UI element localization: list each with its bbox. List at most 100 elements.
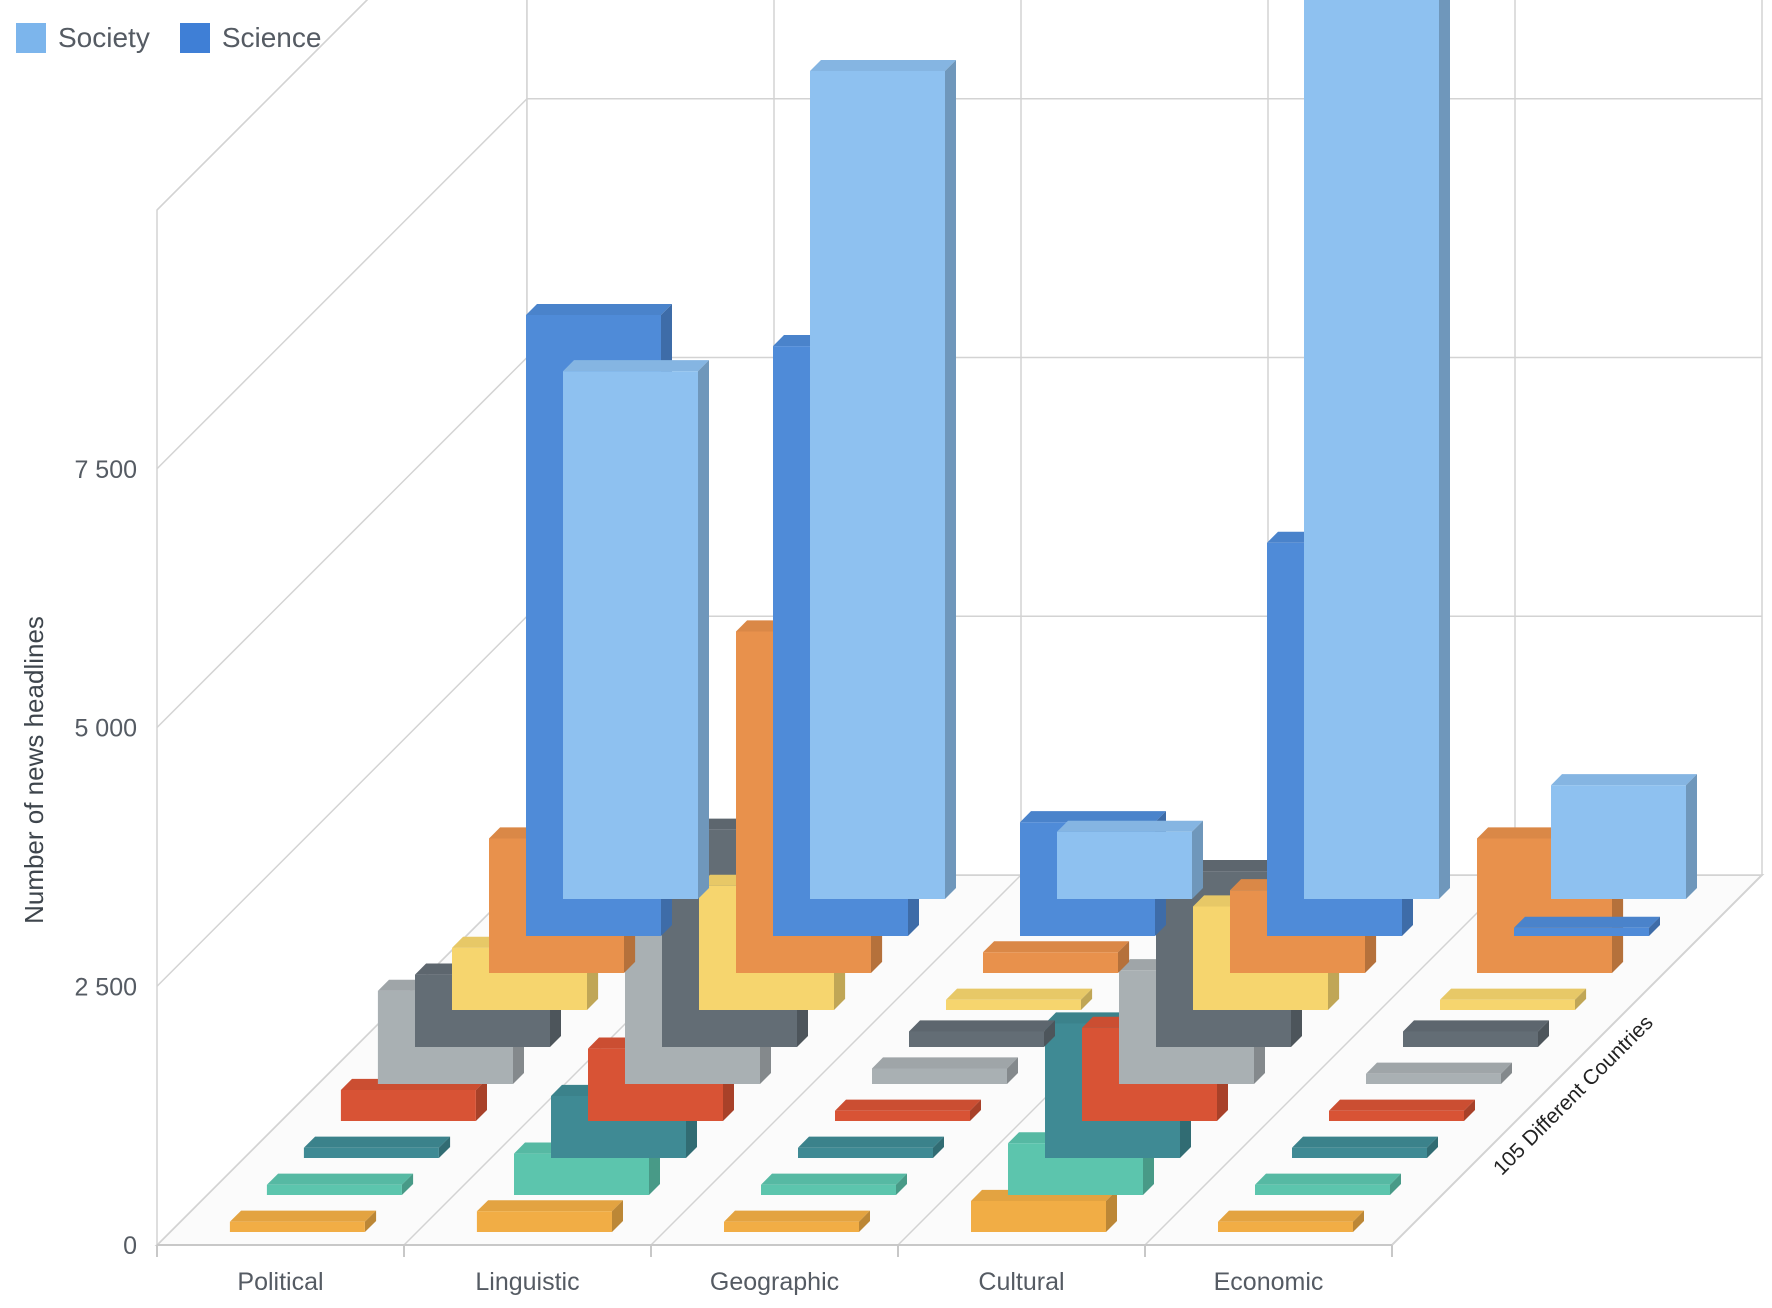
bar-society-cultural xyxy=(1304,0,1450,899)
bar-side xyxy=(945,60,956,899)
bar-front xyxy=(835,1110,970,1121)
bar-top xyxy=(563,360,709,372)
bar-computers-geographic xyxy=(835,1099,981,1121)
bar-top xyxy=(303,1136,451,1148)
bar-side xyxy=(1007,1057,1018,1084)
bar-front xyxy=(1403,1031,1538,1047)
bar-top xyxy=(1020,811,1166,823)
bar-side xyxy=(1353,1210,1364,1232)
bar-front xyxy=(983,952,1118,973)
bar-front xyxy=(1218,1221,1353,1232)
y-tick-label: 2 500 xyxy=(74,973,137,1001)
bar-side xyxy=(970,1099,981,1121)
bar-recreation-geographic xyxy=(909,1020,1055,1047)
bar-front xyxy=(1514,927,1649,936)
bar-front xyxy=(1329,1110,1464,1121)
legend-swatch xyxy=(16,23,46,53)
bar-top xyxy=(476,1200,623,1212)
bar-health-economic xyxy=(1366,1062,1512,1084)
bar-computers-political xyxy=(340,1078,487,1121)
bar-business-geographic xyxy=(983,941,1130,973)
bar-front xyxy=(229,1221,365,1232)
back-wall xyxy=(526,0,1763,876)
bar-top xyxy=(1403,1020,1549,1032)
bar-front xyxy=(909,1031,1044,1047)
gridline xyxy=(156,356,528,729)
bar-side xyxy=(698,360,709,900)
bar-front xyxy=(724,1221,859,1232)
bar-front xyxy=(1304,0,1439,899)
floor-gridline xyxy=(1144,874,1516,1246)
bar-top xyxy=(1218,1210,1364,1222)
bar-top xyxy=(1292,1136,1438,1148)
bar-top xyxy=(810,60,956,71)
bar-side xyxy=(364,1210,377,1232)
bar-side xyxy=(933,1136,944,1158)
y-tick-label: 5 000 xyxy=(74,715,137,743)
x-category-label: Political xyxy=(237,1268,323,1296)
bar-side xyxy=(1649,916,1660,936)
bar-side xyxy=(1538,1020,1549,1047)
bar-side xyxy=(1390,1173,1401,1195)
bar-side xyxy=(1427,1136,1438,1158)
bar-front xyxy=(340,1090,476,1121)
bar-top xyxy=(266,1173,414,1185)
bar-side xyxy=(859,1210,870,1232)
bar-top xyxy=(526,304,672,315)
bar-side xyxy=(475,1078,487,1121)
bar-games-linguistic xyxy=(476,1200,623,1232)
bar-side xyxy=(1106,1189,1117,1232)
bar-top xyxy=(1514,916,1660,928)
bar-top xyxy=(724,1210,870,1222)
bar-side xyxy=(1464,1099,1475,1121)
bar-home-economic xyxy=(1440,988,1587,1010)
bar-front xyxy=(1551,785,1686,899)
y-axis-title: Number of news headlines xyxy=(19,616,49,924)
bar-side xyxy=(1044,1020,1055,1047)
bar-side xyxy=(1439,0,1450,899)
bar-science-economic xyxy=(1514,916,1660,936)
floor-gridline xyxy=(650,874,1022,1246)
x-category-label: Cultural xyxy=(978,1268,1064,1296)
bar-top xyxy=(1366,1062,1512,1074)
bar-computers-economic xyxy=(1329,1099,1475,1121)
bar-side xyxy=(1192,820,1203,899)
bar-front xyxy=(266,1184,402,1195)
y-tick-label: 7 500 xyxy=(74,456,137,484)
x-category-label: Linguistic xyxy=(475,1268,579,1296)
bar-front xyxy=(971,1201,1106,1232)
bar-top xyxy=(835,1099,981,1111)
bars xyxy=(229,0,1697,1232)
bar-side xyxy=(438,1136,451,1158)
bar-games-geographic xyxy=(724,1210,870,1232)
bar-front xyxy=(1255,1184,1390,1195)
bar-front xyxy=(761,1184,896,1195)
legend-item-society[interactable]: Society xyxy=(16,22,150,54)
bar-games-cultural xyxy=(971,1189,1117,1232)
gridline xyxy=(156,0,369,211)
bar-top xyxy=(761,1173,907,1185)
y-tick-label: 0 xyxy=(123,1232,137,1260)
bar-top xyxy=(798,1136,944,1148)
bar-side xyxy=(1686,774,1697,899)
bar-sports-political xyxy=(303,1136,451,1158)
bar-top xyxy=(1255,1173,1401,1185)
bar-sports-economic xyxy=(1292,1136,1438,1158)
bar-sports-geographic xyxy=(798,1136,944,1158)
bar-shopping-economic xyxy=(1255,1173,1401,1195)
legend-label: Science xyxy=(221,22,322,53)
x-category-label: Geographic xyxy=(710,1268,839,1296)
legend-swatch xyxy=(179,23,210,53)
bar-front xyxy=(946,999,1081,1010)
bar-shopping-geographic xyxy=(761,1173,907,1195)
bar-society-political xyxy=(563,360,709,900)
bar-games-economic xyxy=(1218,1210,1364,1232)
bar-side xyxy=(401,1173,414,1195)
bar-top xyxy=(1551,774,1697,786)
bar-top xyxy=(909,1020,1055,1032)
legend-item-science[interactable]: Science xyxy=(179,22,322,54)
bar-top xyxy=(1329,1099,1475,1111)
bar-front xyxy=(1366,1073,1501,1084)
bar-top xyxy=(1440,988,1587,1000)
